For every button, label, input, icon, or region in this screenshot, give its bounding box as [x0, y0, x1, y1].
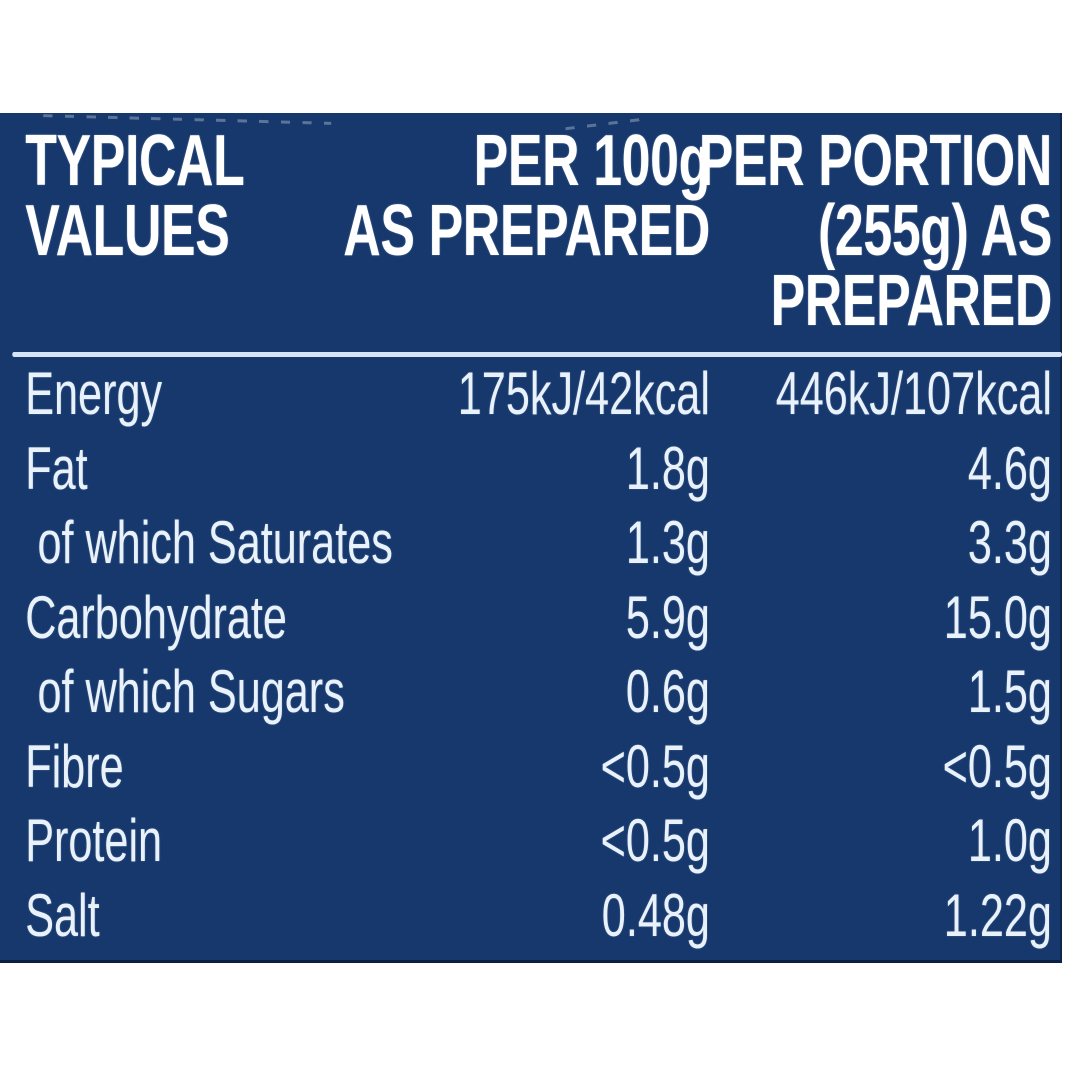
table-row: Protein <0.5g 1.0g	[0, 804, 1062, 879]
header-col-typical-values: TYPICAL VALUES	[25, 121, 245, 271]
row-label: Fat	[25, 434, 88, 502]
per-portion-value: 446kJ/107kcal	[775, 360, 1052, 427]
header-line: (255g) AS	[817, 191, 1052, 271]
per-portion-value: 15.0g	[943, 583, 1052, 651]
per-portion-value: 3.3g	[967, 509, 1052, 576]
nutrition-table: Energy 175kJ/42kcal 446kJ/107kcal Fat 1.…	[0, 357, 1062, 953]
header-divider	[12, 352, 1063, 357]
table-row: Fat 1.8g 4.6g	[0, 432, 1062, 507]
header-line: VALUES	[25, 191, 230, 271]
row-label: Fibre	[25, 732, 124, 800]
header-line: PER PORTION	[698, 121, 1053, 201]
row-label: of which Saturates	[37, 509, 393, 576]
header-line: PREPARED	[770, 261, 1053, 341]
header-col-per-portion: PER PORTION (255g) AS PREPARED	[698, 121, 1053, 341]
per-100g-value: <0.5g	[600, 732, 710, 800]
row-label: Salt	[25, 881, 100, 949]
per-100g-value: <0.5g	[600, 807, 710, 874]
header-line: AS PREPARED	[343, 191, 710, 271]
per-100g-value: 5.9g	[625, 583, 710, 651]
per-portion-value: 1.0g	[967, 807, 1052, 874]
per-100g-value: 0.6g	[625, 658, 710, 725]
header-line: TYPICAL	[25, 121, 245, 201]
per-100g-value: 175kJ/42kcal	[457, 360, 710, 427]
table-row: Carbohydrate 5.9g 15.0g	[0, 581, 1062, 656]
table-row: Fibre <0.5g <0.5g	[0, 730, 1062, 805]
row-label: Energy	[25, 360, 163, 427]
nutrition-panel: TYPICAL VALUES PER 100g AS PREPARED PER …	[0, 113, 1063, 963]
per-100g-value: 1.8g	[625, 434, 710, 502]
per-100g-value: 0.48g	[601, 881, 710, 949]
panel-content: TYPICAL VALUES PER 100g AS PREPARED PER …	[0, 113, 1063, 963]
table-row: Salt 0.48g 1.22g	[0, 879, 1062, 954]
per-portion-value: <0.5g	[942, 732, 1052, 800]
table-row: of which Sugars 0.6g 1.5g	[0, 655, 1062, 730]
row-label: Carbohydrate	[25, 583, 287, 651]
table-row: of which Saturates 1.3g 3.3g	[0, 506, 1062, 581]
row-label: of which Sugars	[37, 658, 345, 725]
per-portion-value: 1.22g	[943, 881, 1052, 949]
per-portion-value: 4.6g	[967, 434, 1052, 502]
table-row: Energy 175kJ/42kcal 446kJ/107kcal	[0, 357, 1062, 432]
per-portion-value: 1.5g	[967, 658, 1052, 725]
per-100g-value: 1.3g	[625, 509, 710, 576]
header-line: PER 100g	[473, 121, 711, 201]
row-label: Protein	[25, 807, 163, 874]
header-col-per-100g: PER 100g AS PREPARED	[343, 121, 711, 271]
